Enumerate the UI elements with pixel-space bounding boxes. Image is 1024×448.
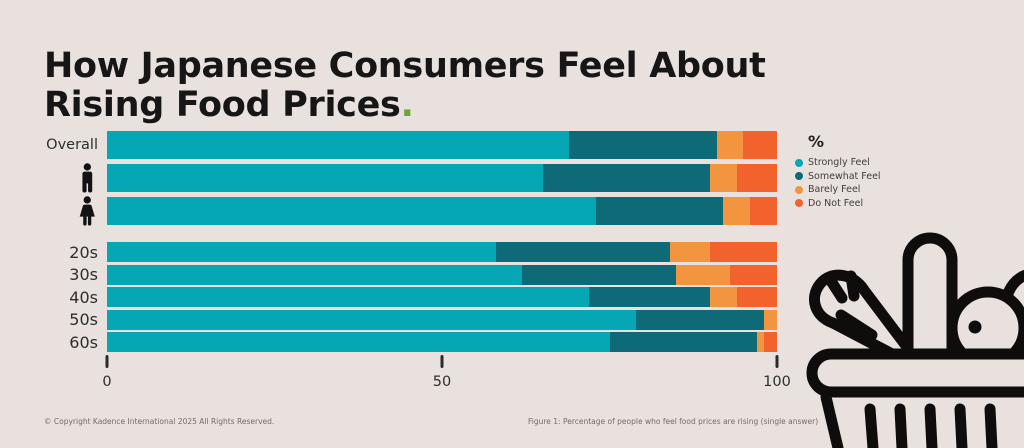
x-axis-tick-50 xyxy=(440,355,444,368)
segment-do-not-feel xyxy=(709,242,777,262)
segment-strongly-feel xyxy=(107,264,523,285)
legend-dot-icon xyxy=(795,199,803,208)
figure-caption: Figure 1: Percentage of people who feel … xyxy=(528,417,819,426)
segment-do-not-feel xyxy=(736,164,777,192)
row-label-40s: 40s xyxy=(69,287,98,307)
segment-somewhat-feel xyxy=(609,332,757,352)
legend-label: Barely Feel xyxy=(808,184,861,196)
segment-do-not-feel xyxy=(750,197,777,225)
stacked-bar-40s xyxy=(107,287,777,307)
segment-do-not-feel xyxy=(736,287,777,307)
chart-row-20s: 20s xyxy=(10,242,777,262)
x-axis-tick-100 xyxy=(775,355,779,368)
x-axis-tick-0 xyxy=(105,355,109,368)
segment-strongly-feel xyxy=(107,164,543,192)
legend-label: Strongly Feel xyxy=(808,157,870,169)
segment-strongly-feel xyxy=(107,309,637,330)
segment-strongly-feel xyxy=(107,131,570,159)
legend-label: Somewhat Feel xyxy=(808,170,881,182)
legend-dot-icon xyxy=(795,185,803,194)
title-accent-dot: . xyxy=(400,85,414,126)
chart-rows: Overall 20s 30s 40s 50s 60s xyxy=(10,131,777,352)
segment-barely-feel xyxy=(716,131,744,159)
legend-unit-label: % xyxy=(808,132,825,151)
row-label-60s: 60s xyxy=(69,332,98,352)
segment-barely-feel xyxy=(676,264,731,285)
segment-somewhat-feel xyxy=(596,197,724,225)
title-line-1: How Japanese Consumers Feel About xyxy=(44,46,766,87)
segment-strongly-feel xyxy=(107,332,610,352)
segment-somewhat-feel xyxy=(589,287,710,307)
chart-row-women xyxy=(10,196,777,226)
legend-item-strongly-feel: Strongly Feel xyxy=(795,156,881,170)
segment-strongly-feel xyxy=(107,197,597,225)
row-label-overall: Overall xyxy=(46,137,98,153)
x-axis-label-100: 100 xyxy=(763,374,791,390)
chart-row-30s: 30s xyxy=(10,264,777,285)
segment-barely-feel xyxy=(710,164,737,192)
segment-somewhat-feel xyxy=(495,242,670,262)
segment-do-not-feel xyxy=(743,131,777,159)
stacked-bar-women xyxy=(107,197,777,225)
segment-barely-feel xyxy=(669,242,710,262)
woman-icon xyxy=(10,196,107,226)
basket-body xyxy=(806,348,1024,448)
segment-somewhat-feel xyxy=(542,164,710,192)
chart-legend: % Strongly Feel Somewhat Feel Barely Feel D… xyxy=(795,132,881,210)
segment-somewhat-feel xyxy=(522,264,677,285)
legend-label: Do Not Feel xyxy=(808,197,864,209)
stacked-bar-50s xyxy=(107,309,777,330)
segment-barely-feel xyxy=(709,287,737,307)
row-label-30s: 30s xyxy=(69,265,98,284)
segment-somewhat-feel xyxy=(569,131,717,159)
segment-do-not-feel xyxy=(763,332,777,352)
x-axis-label-50: 50 xyxy=(432,374,452,390)
copyright-text: © Copyright Kadence International 2025 A… xyxy=(44,417,275,426)
stacked-bar-men xyxy=(107,164,777,192)
chart-row-40s: 40s xyxy=(10,287,777,307)
row-label-20s: 20s xyxy=(69,242,98,262)
x-axis: 0 50 100 xyxy=(102,355,791,395)
legend-items: Strongly Feel Somewhat Feel Barely Feel Do … xyxy=(795,156,881,210)
stacked-bar-overall xyxy=(107,131,777,159)
x-axis-label-0: 0 xyxy=(102,374,112,390)
stacked-bar-20s xyxy=(107,242,777,262)
legend-item-do-not-feel: Do Not Feel xyxy=(795,197,881,211)
chart-row-men xyxy=(10,163,777,193)
carrot-icon xyxy=(809,269,915,363)
row-label-50s: 50s xyxy=(69,310,98,329)
legend-item-somewhat-feel: Somewhat Feel xyxy=(795,170,881,184)
segment-strongly-feel xyxy=(107,242,496,262)
legend-item-barely-feel: Barely Feel xyxy=(795,183,881,197)
legend-dot-icon xyxy=(795,172,803,181)
stacked-bar-chart: Overall 20s 30s 40s 50s 60s 0 50 100 xyxy=(10,131,791,395)
stacked-bar-60s xyxy=(107,332,777,352)
chart-row-60s: 60s xyxy=(10,332,777,352)
chart-row-50s: 50s xyxy=(10,309,777,330)
page-title: How Japanese Consumers Feel About Rising… xyxy=(44,47,766,125)
title-line-2: Rising Food Prices xyxy=(44,85,401,126)
segment-barely-feel xyxy=(756,332,764,352)
segment-barely-feel xyxy=(763,309,777,330)
segment-somewhat-feel xyxy=(636,309,764,330)
man-icon xyxy=(10,163,107,193)
grocery-basket-illustration xyxy=(806,232,1024,448)
segment-barely-feel xyxy=(723,197,751,225)
segment-do-not-feel xyxy=(730,264,777,285)
chart-row-overall: Overall xyxy=(10,131,777,159)
stacked-bar-30s xyxy=(107,264,777,285)
legend-dot-icon xyxy=(795,158,803,167)
segment-strongly-feel xyxy=(107,287,590,307)
